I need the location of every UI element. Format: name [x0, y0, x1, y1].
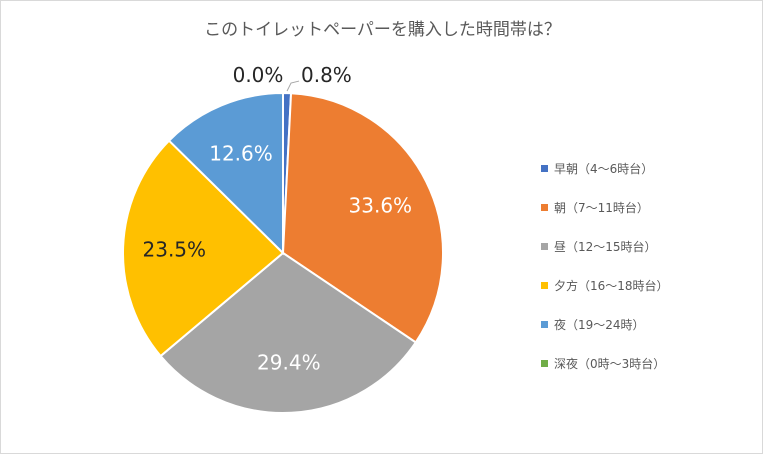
- legend-swatch-1: [541, 165, 548, 172]
- legend-item-5: 夜（19～24時）: [541, 305, 669, 344]
- data-label-2: 33.6%: [349, 193, 413, 217]
- chart-legend: 早朝（4～6時台） 朝（7～11時台） 昼（12～15時台） 夕方（16～18時台） 夜…: [541, 149, 669, 383]
- data-label-4: 23.5%: [143, 238, 207, 262]
- legend-item-2: 朝（7～11時台）: [541, 188, 669, 227]
- data-label-1: 0.8%: [301, 63, 352, 87]
- data-label-6: 0.0%: [233, 63, 284, 87]
- legend-swatch-5: [541, 321, 548, 328]
- pie-slice-4: [122, 139, 285, 358]
- legend-item-1: 早朝（4～6時台）: [541, 149, 669, 188]
- leader-line: [286, 80, 300, 92]
- legend-label-1: 早朝（4～6時台）: [554, 162, 654, 176]
- legend-swatch-2: [541, 204, 548, 211]
- legend-label-4: 夕方（16～18時台）: [554, 279, 669, 293]
- legend-label-3: 昼（12～15時台）: [554, 240, 657, 254]
- data-label-3: 29.4%: [257, 351, 321, 375]
- legend-item-4: 夕方（16～18時台）: [541, 266, 669, 305]
- legend-label-6: 深夜（0時～3時台）: [554, 357, 666, 371]
- legend-swatch-6: [541, 360, 548, 367]
- legend-item-6: 深夜（0時～3時台）: [541, 344, 669, 383]
- data-label-5: 12.6%: [209, 142, 273, 166]
- pie-slice-3: [159, 251, 418, 414]
- pie-slice-2: [281, 92, 444, 344]
- legend-label-2: 朝（7～11時台）: [554, 201, 649, 215]
- chart-title: このトイレットペーパーを購入した時間帯は？: [204, 20, 561, 40]
- legend-swatch-4: [541, 282, 548, 289]
- pie-slice-5: [167, 91, 284, 256]
- legend-swatch-3: [541, 243, 548, 250]
- legend-label-5: 夜（19～24時）: [554, 318, 645, 332]
- legend-item-3: 昼（12～15時台）: [541, 227, 669, 266]
